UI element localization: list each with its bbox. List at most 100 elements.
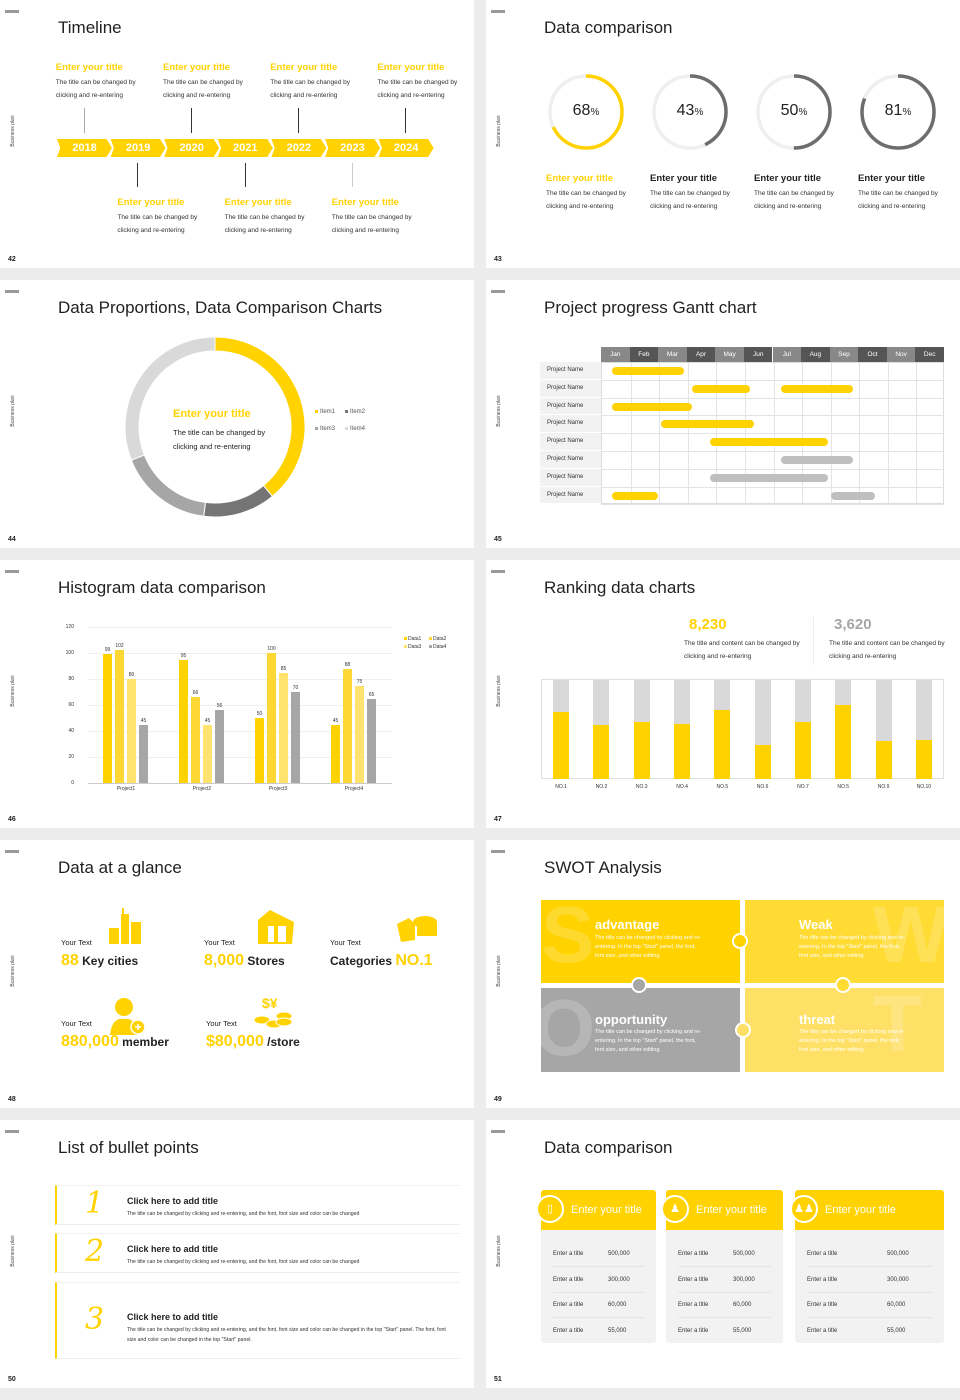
- card-row: Enter a title 55,000: [678, 1319, 771, 1344]
- bullet-title: Click here to add title: [127, 1244, 219, 1254]
- timeline-item-title: Enter your title: [117, 197, 185, 208]
- ring-desc: The title can be changed by clicking and…: [858, 190, 938, 210]
- page-number: 46: [8, 816, 16, 823]
- y-gridline: [88, 731, 392, 732]
- card-row: Enter a title 300,000: [678, 1268, 771, 1293]
- connector-line: [351, 163, 353, 187]
- glance-suffix: member: [118, 1035, 169, 1049]
- ring-desc: The title can be changed by clicking and…: [650, 190, 730, 210]
- page-number: 49: [494, 1096, 502, 1103]
- gantt-bar[interactable]: [781, 456, 853, 464]
- b: [121, 914, 129, 944]
- bar-data-label: 102: [115, 643, 124, 650]
- ring-unit: %: [798, 107, 808, 118]
- histogram-bar: [343, 668, 352, 783]
- card-row-value: 60,000: [733, 1302, 752, 1308]
- company-logo: [5, 10, 19, 13]
- gantt-row-label: Project Name: [540, 362, 601, 380]
- legend-item: Data2: [429, 636, 446, 642]
- slide-title: Data Proportions, Data Comparison Charts: [58, 298, 383, 317]
- bullet-item[interactable]: 1 Click here to add title The title can be…: [55, 1185, 460, 1225]
- bar-data-label: 85: [280, 665, 287, 672]
- legend-item: Item3: [315, 426, 335, 432]
- person-add-icon: [110, 998, 146, 1035]
- x-tick-label: NO.7: [797, 784, 809, 790]
- gantt-row-line: [601, 433, 944, 435]
- connector-line: [298, 108, 300, 133]
- card-row: Enter a title 60,000: [678, 1293, 771, 1318]
- side-label: Business plan: [10, 1235, 16, 1267]
- legend-label: Item2: [350, 409, 366, 415]
- y-gridline: [88, 757, 392, 758]
- ring-value: 50%: [754, 102, 834, 120]
- gantt-month-header: Jul: [772, 347, 802, 362]
- stat-desc: The title and content can be changed by …: [684, 640, 800, 660]
- puzzle-knob: [631, 977, 647, 993]
- bar-data-label: 100: [267, 646, 276, 652]
- gantt-bar[interactable]: [781, 384, 853, 393]
- swot-weak: W Weak The title can be changed by clickin…: [745, 900, 944, 983]
- glance-value: Categories NO.1: [330, 952, 433, 970]
- x-tick-label: NO.2: [595, 784, 608, 790]
- gantt-bar[interactable]: [612, 491, 659, 500]
- timeline-item-desc: The title can be changed by clicking and…: [377, 79, 458, 99]
- y-tick-label: 60: [68, 702, 74, 708]
- gantt-row-label: Project Name: [540, 433, 601, 451]
- legend-swatch: [345, 426, 348, 430]
- ranking-bar-fill: [754, 745, 771, 779]
- card-row: Enter a title 500,000: [807, 1242, 932, 1267]
- glance-value: 8,000 Stores: [204, 952, 285, 970]
- swot-title: opportunity: [595, 1012, 668, 1027]
- histogram-bar: [255, 718, 264, 783]
- slide-title: List of bullet points: [58, 1138, 199, 1157]
- card-row: Enter a title 500,000: [678, 1242, 771, 1267]
- gantt-bar[interactable]: [661, 420, 754, 429]
- histogram-bar: [215, 710, 224, 783]
- ranking-bar-fill: [633, 721, 650, 779]
- legend-label: Data2: [433, 636, 447, 642]
- slide-47: Business plan 47 Ranking data charts 8,230 T…: [486, 560, 960, 828]
- x-tick-label: NO.10: [916, 784, 932, 790]
- gantt-bar[interactable]: [831, 491, 876, 500]
- swot-letter: T: [873, 988, 922, 1068]
- page-number: 44: [8, 536, 16, 543]
- gantt-bar[interactable]: [612, 402, 693, 411]
- gantt-row-line: [601, 415, 944, 417]
- card-row-value: 300,000: [887, 1276, 909, 1283]
- page-number: 50: [8, 1376, 16, 1383]
- stat-value: 8,230: [689, 616, 727, 633]
- gantt-bar[interactable]: [612, 367, 684, 375]
- card-row-label: Enter a title: [553, 1302, 584, 1308]
- gantt-month-header: Sep: [829, 347, 859, 362]
- ranking-bar-fill: [915, 740, 932, 779]
- bullet-item[interactable]: 3 Click here to add title The title can be…: [55, 1282, 460, 1359]
- b: [278, 926, 286, 942]
- gantt-month-header: Dec: [915, 347, 944, 362]
- gantt-bar[interactable]: [709, 473, 829, 482]
- y-gridline: [88, 705, 392, 706]
- company-logo: [5, 570, 19, 573]
- gantt-row-line: [601, 451, 944, 452]
- gantt-row-line: [601, 468, 944, 470]
- glance-number: 880,000: [61, 1033, 119, 1050]
- gantt-bar[interactable]: [692, 384, 750, 393]
- progress-ring: [860, 74, 936, 150]
- progress-ring: [548, 74, 624, 150]
- x-tick-label: NO.6: [756, 784, 769, 790]
- card-row: Enter a title 300,000: [807, 1268, 932, 1293]
- x-tick-label: Project4: [344, 786, 364, 792]
- bar-data-label: 75: [356, 678, 363, 685]
- store-icon: [258, 910, 294, 944]
- glance-suffix: Key cities: [78, 954, 139, 968]
- legend-swatch: [404, 637, 407, 640]
- gantt-bar[interactable]: [709, 438, 829, 447]
- histogram-bar: [115, 650, 124, 783]
- progress-ring: [652, 74, 728, 150]
- histogram-bar: [279, 672, 288, 783]
- slide-48: Business plan 48 Data at a glance Your Text…: [0, 840, 474, 1108]
- year-chevron: 2022: [271, 139, 327, 157]
- card-row-value: 500,000: [608, 1251, 630, 1257]
- bullet-item[interactable]: 2 Click here to add title The title can be…: [55, 1233, 460, 1273]
- bullet-desc: The title can be changed by clicking and…: [127, 1211, 360, 1217]
- card-row-value: 60,000: [887, 1302, 906, 1308]
